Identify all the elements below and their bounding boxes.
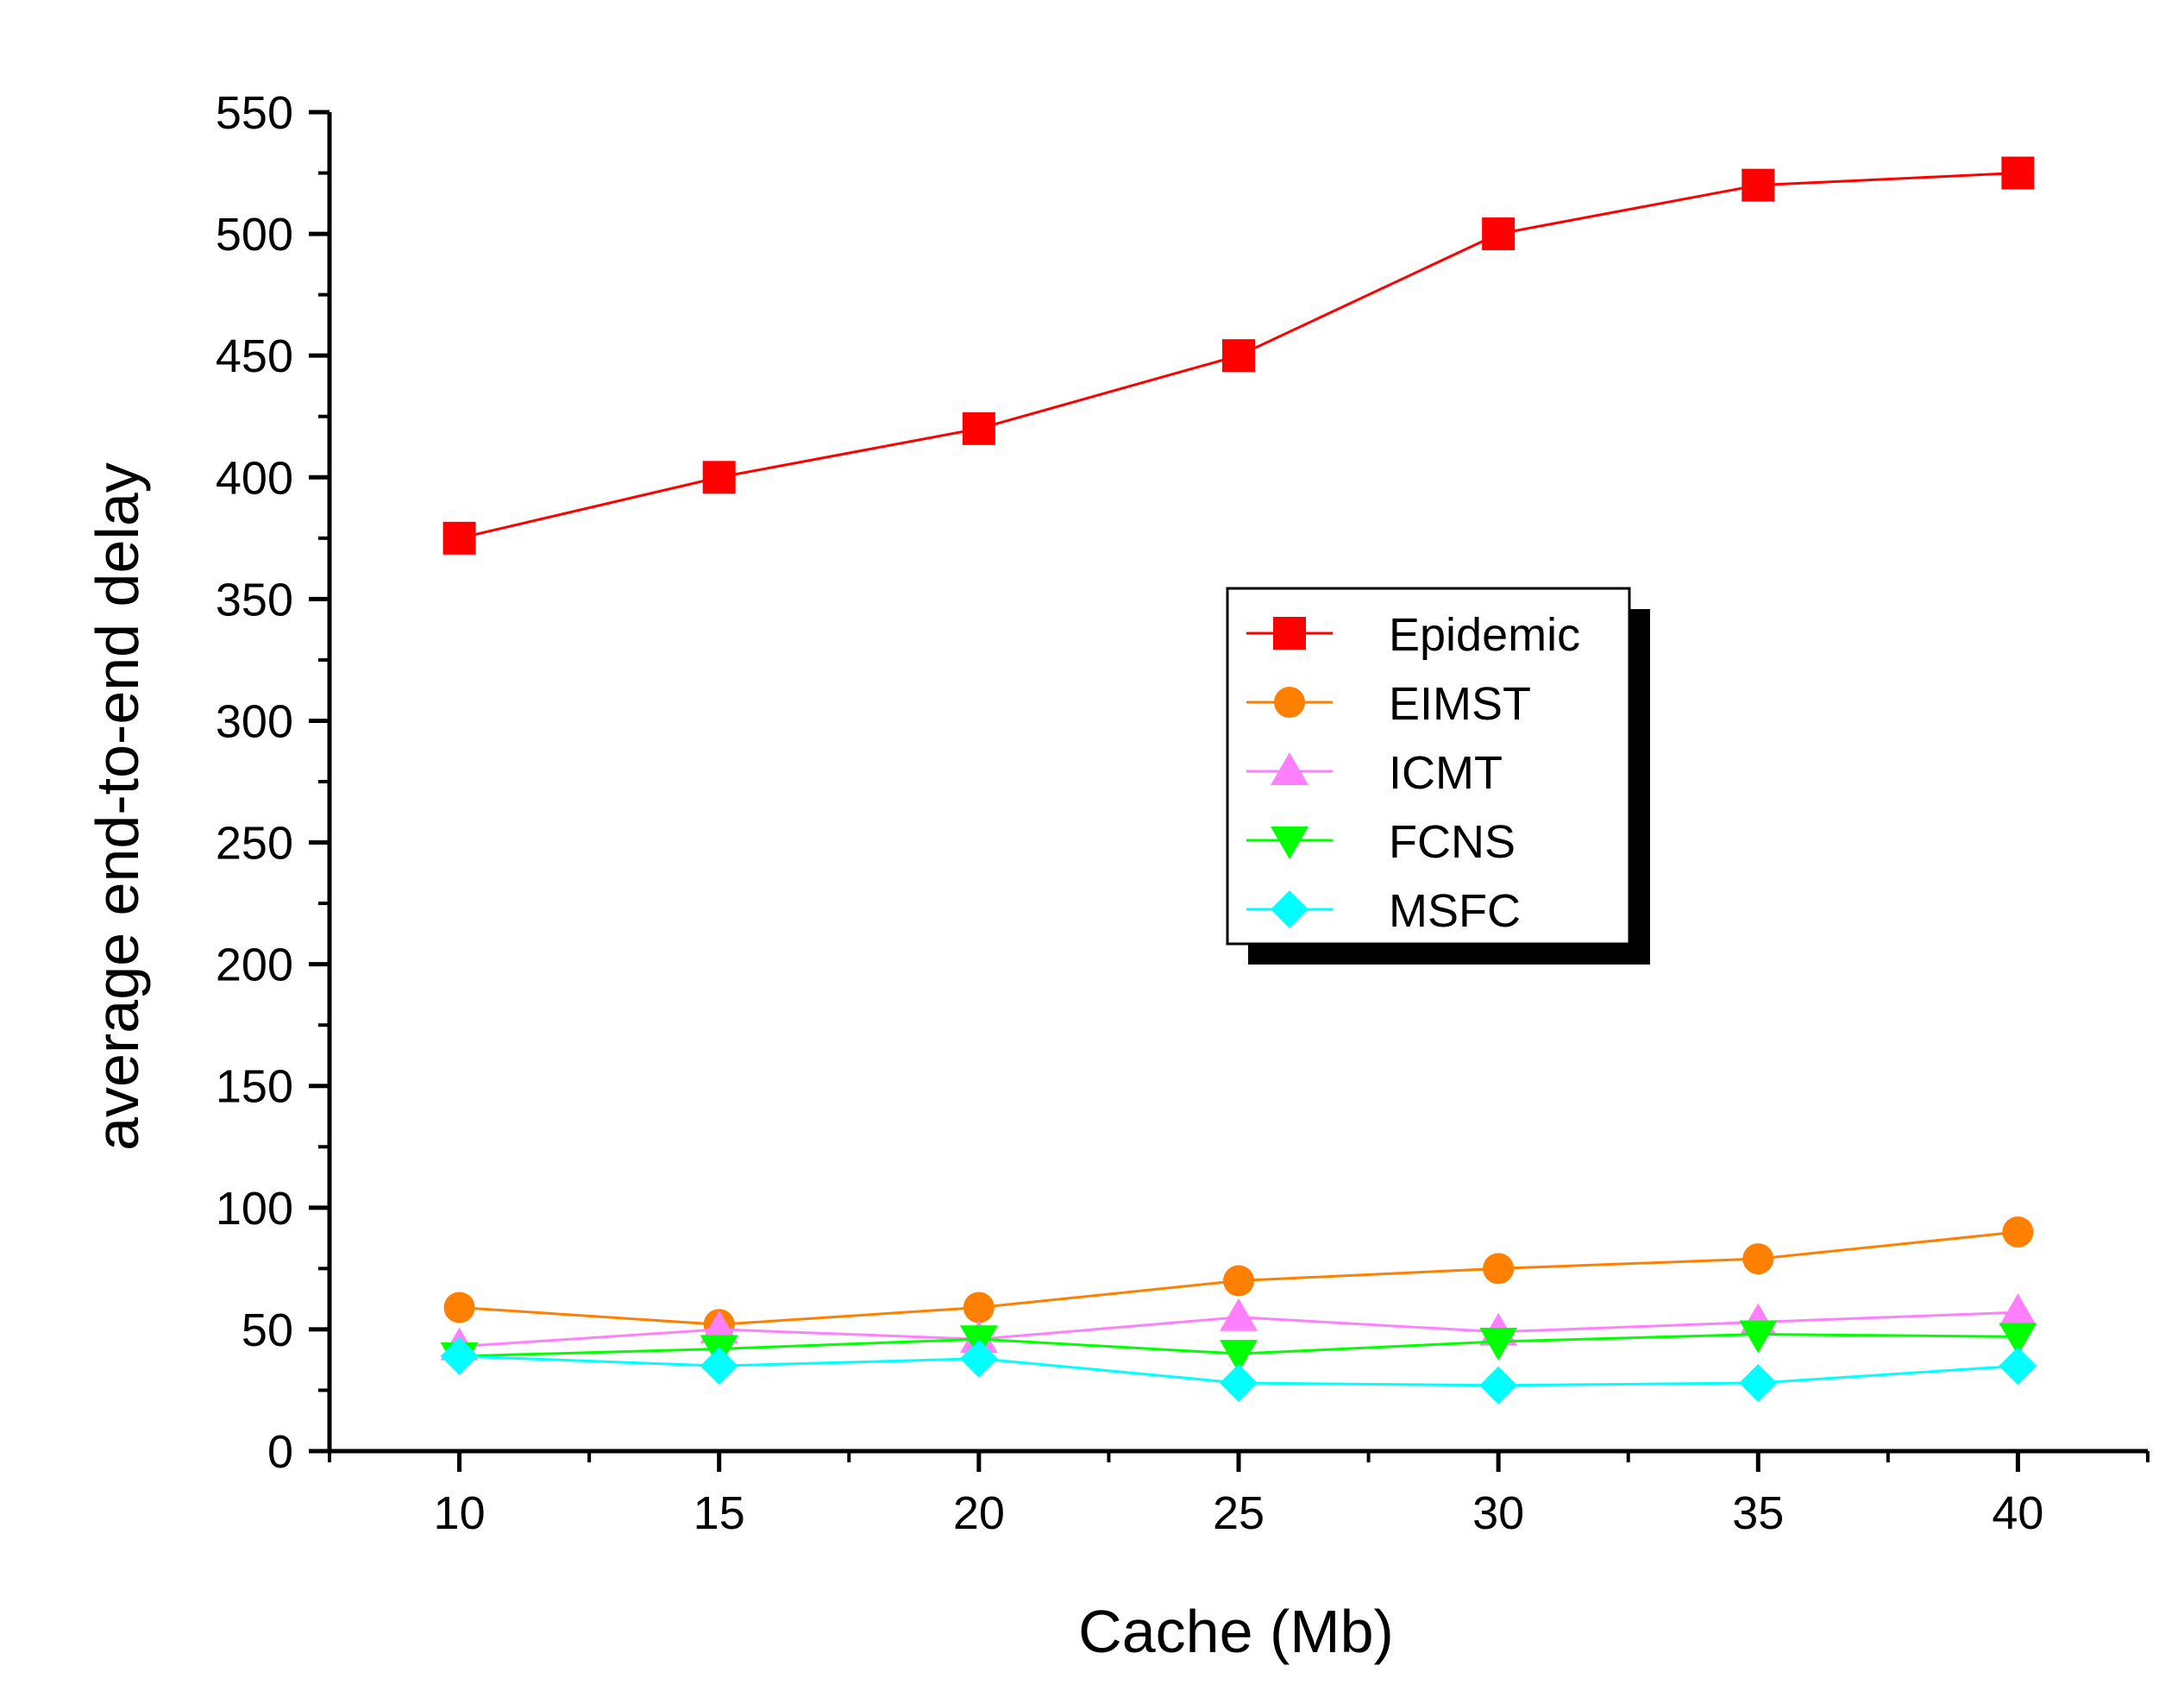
- tick-marks: 0 50 100 150 200 250 300 350 400 450 500 550 10 15 20 2…: [216, 87, 2149, 1539]
- y-tick-label: 250: [216, 818, 293, 870]
- legend-marker-msfc: [1271, 890, 1309, 928]
- legend-label-msfc: MSFC: [1389, 885, 1521, 937]
- data-point-msfc: [959, 1339, 998, 1378]
- data-point-epidemic: [442, 521, 476, 555]
- series-layer: [440, 156, 2037, 1405]
- legend-marker-fcns: [1271, 827, 1309, 859]
- data-point-epidemic: [962, 412, 995, 445]
- x-tick-label: 25: [1213, 1487, 1265, 1539]
- data-point-fcns: [1220, 1340, 1258, 1373]
- data-point-msfc: [1220, 1363, 1258, 1402]
- legend-label-epidemic: Epidemic: [1389, 609, 1580, 661]
- y-tick-label: 450: [216, 330, 293, 382]
- x-tick-label: 15: [693, 1487, 745, 1539]
- data-point-epidemic: [1482, 217, 1516, 251]
- legend-label-fcns: FCNS: [1389, 816, 1516, 868]
- y-tick-label: 550: [216, 87, 293, 139]
- data-point-eimst: [2002, 1216, 2034, 1248]
- legend-label-eimst: EIMST: [1389, 678, 1531, 730]
- y-tick-label: 300: [216, 695, 293, 747]
- data-point-msfc: [1999, 1347, 2037, 1386]
- legend-label-icmt: ICMT: [1389, 747, 1503, 799]
- y-tick-label: 200: [216, 940, 293, 991]
- legend-marker-eimst: [1274, 687, 1305, 718]
- data-point-icmt: [1999, 1293, 2037, 1327]
- data-point-eimst: [1483, 1253, 1515, 1285]
- data-point-eimst: [443, 1292, 475, 1323]
- data-point-icmt: [1220, 1298, 1258, 1331]
- x-tick-label: 20: [953, 1487, 1005, 1539]
- data-point-epidemic: [702, 461, 736, 494]
- data-point-fcns: [1479, 1328, 1518, 1361]
- legend: Epidemic EIMST ICMT FCNS MSFC: [1226, 587, 1650, 965]
- data-point-msfc: [1739, 1363, 1778, 1402]
- y-tick-label: 350: [216, 574, 293, 625]
- y-tick-label: 500: [216, 209, 293, 261]
- data-point-fcns: [1739, 1320, 1778, 1354]
- data-point-eimst: [1223, 1265, 1254, 1297]
- series-msfc: [440, 1336, 2037, 1405]
- x-tick-label: 10: [434, 1487, 486, 1539]
- data-point-icmt: [700, 1310, 738, 1343]
- y-tick-label: 0: [267, 1426, 293, 1478]
- x-tick-label: 40: [1992, 1487, 2043, 1539]
- y-tick-label: 150: [216, 1061, 293, 1113]
- y-tick-label: 50: [242, 1304, 293, 1356]
- series-epidemic: [442, 156, 2035, 555]
- x-tick-label: 30: [1472, 1487, 1524, 1539]
- data-point-fcns: [1999, 1323, 2037, 1356]
- x-tick-label: 35: [1732, 1487, 1784, 1539]
- y-tick-label: 400: [216, 452, 293, 504]
- y-tick-label: 100: [216, 1183, 293, 1235]
- data-point-eimst: [1742, 1243, 1774, 1275]
- data-point-epidemic: [2001, 156, 2035, 190]
- data-point-msfc: [700, 1347, 738, 1386]
- legend-marker-epidemic: [1273, 617, 1306, 650]
- data-point-epidemic: [1222, 339, 1255, 373]
- y-axis-title: average end-to-end delay: [84, 462, 151, 1151]
- legend-marker-icmt: [1271, 752, 1309, 785]
- data-point-eimst: [963, 1292, 995, 1323]
- data-point-msfc: [440, 1336, 479, 1375]
- x-axis-title: Cache (Mb): [1078, 1598, 1394, 1665]
- data-point-msfc: [1479, 1366, 1518, 1405]
- data-point-epidemic: [1742, 168, 1775, 202]
